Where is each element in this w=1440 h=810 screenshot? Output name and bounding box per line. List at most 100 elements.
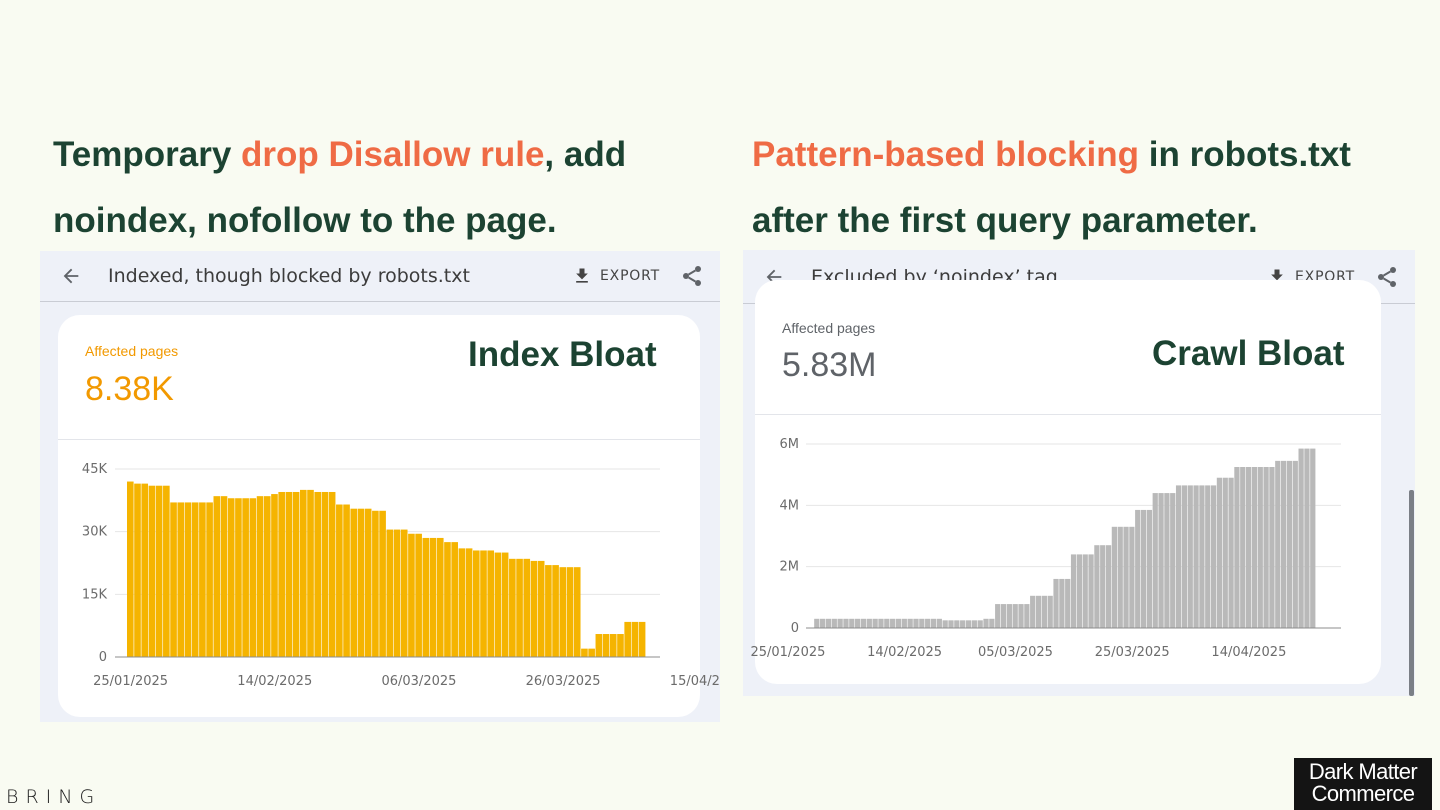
bar	[1175, 485, 1182, 628]
share-icon[interactable]	[1375, 265, 1399, 289]
bar	[220, 496, 228, 657]
bar	[1210, 485, 1217, 628]
bar	[343, 504, 350, 657]
arrow-left-icon[interactable]	[60, 264, 84, 288]
x-tick-label: 25/01/2025	[750, 645, 825, 660]
bar	[1105, 545, 1112, 628]
bar	[971, 620, 977, 628]
y-tick-label: 0	[99, 650, 107, 665]
affected-pages-value: 5.83M	[782, 346, 877, 384]
bar	[1059, 578, 1065, 628]
bar	[530, 560, 538, 657]
bar	[134, 483, 141, 657]
crawl-bloat-chart: 0 2M 4M 6M 25/01/2025 14/02/2025 05/03/2025 25/…	[750, 437, 1341, 660]
bar	[1257, 467, 1263, 628]
bar	[1117, 526, 1123, 628]
bar	[831, 618, 837, 628]
bar	[227, 498, 235, 657]
bar	[1205, 485, 1211, 628]
bar	[1240, 467, 1246, 628]
bar	[1269, 467, 1275, 628]
bar	[400, 529, 408, 657]
bar	[913, 618, 919, 628]
bar	[552, 565, 559, 657]
bar	[1135, 509, 1141, 628]
bar	[1251, 467, 1258, 628]
bar	[336, 504, 343, 657]
bar	[199, 502, 206, 657]
bar	[141, 483, 149, 657]
bar	[1292, 460, 1298, 628]
y-tick-label: 4M	[780, 498, 800, 513]
bar	[1216, 477, 1223, 628]
card-divider	[755, 414, 1381, 415]
bar	[1234, 467, 1240, 628]
bar	[249, 498, 257, 657]
bar	[638, 621, 646, 657]
bar	[1012, 604, 1018, 628]
export-button[interactable]: EXPORT	[572, 266, 660, 286]
bar	[901, 618, 907, 628]
summary-card: Affected pages 5.83M Crawl Bloat 0 2M 4M 6M…	[750, 280, 1381, 684]
bar	[1047, 595, 1053, 628]
logo-line-2: Commerce	[1311, 781, 1415, 806]
bar	[242, 498, 249, 657]
scrollbar[interactable]	[1408, 304, 1415, 696]
share-icon[interactable]	[680, 264, 704, 288]
panel-toolbar: Indexed, though blocked by robots.txt EX…	[40, 251, 720, 302]
bar	[422, 537, 430, 657]
bar	[1275, 460, 1281, 628]
crawl-bloat-panel: Excluded by ‘noindex’ tag EXPORT Affecte…	[743, 250, 1415, 696]
bar	[436, 537, 444, 657]
bar	[379, 510, 386, 657]
export-label: EXPORT	[600, 268, 660, 284]
bar	[278, 491, 285, 657]
index-bloat-chart: 0 15K 30K 45K 25/01/2025 14/02/2025 06/03/2025…	[82, 462, 720, 689]
report-title: Indexed, though blocked by robots.txt	[108, 265, 470, 287]
scrollbar-thumb[interactable]	[1409, 490, 1414, 696]
bar	[1123, 526, 1129, 628]
bar	[545, 565, 552, 657]
card-divider	[58, 439, 700, 440]
bar	[1035, 595, 1042, 628]
bar	[1164, 493, 1170, 628]
bar	[393, 529, 401, 657]
x-tick-label: 05/03/2025	[978, 645, 1053, 660]
download-icon	[1271, 269, 1283, 284]
y-tick-label: 0	[791, 621, 799, 636]
affected-pages-label: Affected pages	[782, 320, 876, 336]
bar	[860, 618, 867, 628]
logo-line-1: Dark Matter	[1308, 759, 1418, 784]
bar	[1170, 493, 1176, 628]
bar	[184, 502, 192, 657]
bar	[307, 489, 314, 657]
bar	[919, 618, 925, 628]
bar	[1263, 467, 1269, 628]
bar	[1304, 448, 1310, 628]
x-tick-label: 06/03/2025	[381, 674, 456, 689]
bar	[907, 618, 913, 628]
bar	[814, 618, 820, 628]
bar	[617, 634, 624, 657]
bar	[1158, 493, 1164, 628]
bar	[1100, 545, 1106, 628]
bar	[849, 618, 855, 628]
bar	[1030, 595, 1036, 628]
bar	[509, 558, 516, 657]
bar	[523, 558, 531, 657]
bar	[960, 620, 966, 628]
index-bloat-panel: Indexed, though blocked by robots.txt EX…	[40, 251, 720, 722]
bar	[930, 618, 937, 628]
bar	[473, 550, 480, 657]
summary-card: Affected pages 8.38K Index Bloat 0 15K 30K…	[58, 315, 720, 717]
bar	[1070, 554, 1077, 628]
bar	[127, 481, 134, 657]
bar	[895, 618, 902, 628]
bar	[866, 618, 872, 628]
bar	[444, 542, 451, 657]
bar	[595, 634, 603, 657]
bar	[631, 621, 639, 657]
bar	[213, 496, 221, 657]
bar	[1310, 448, 1316, 628]
bar	[191, 502, 199, 657]
